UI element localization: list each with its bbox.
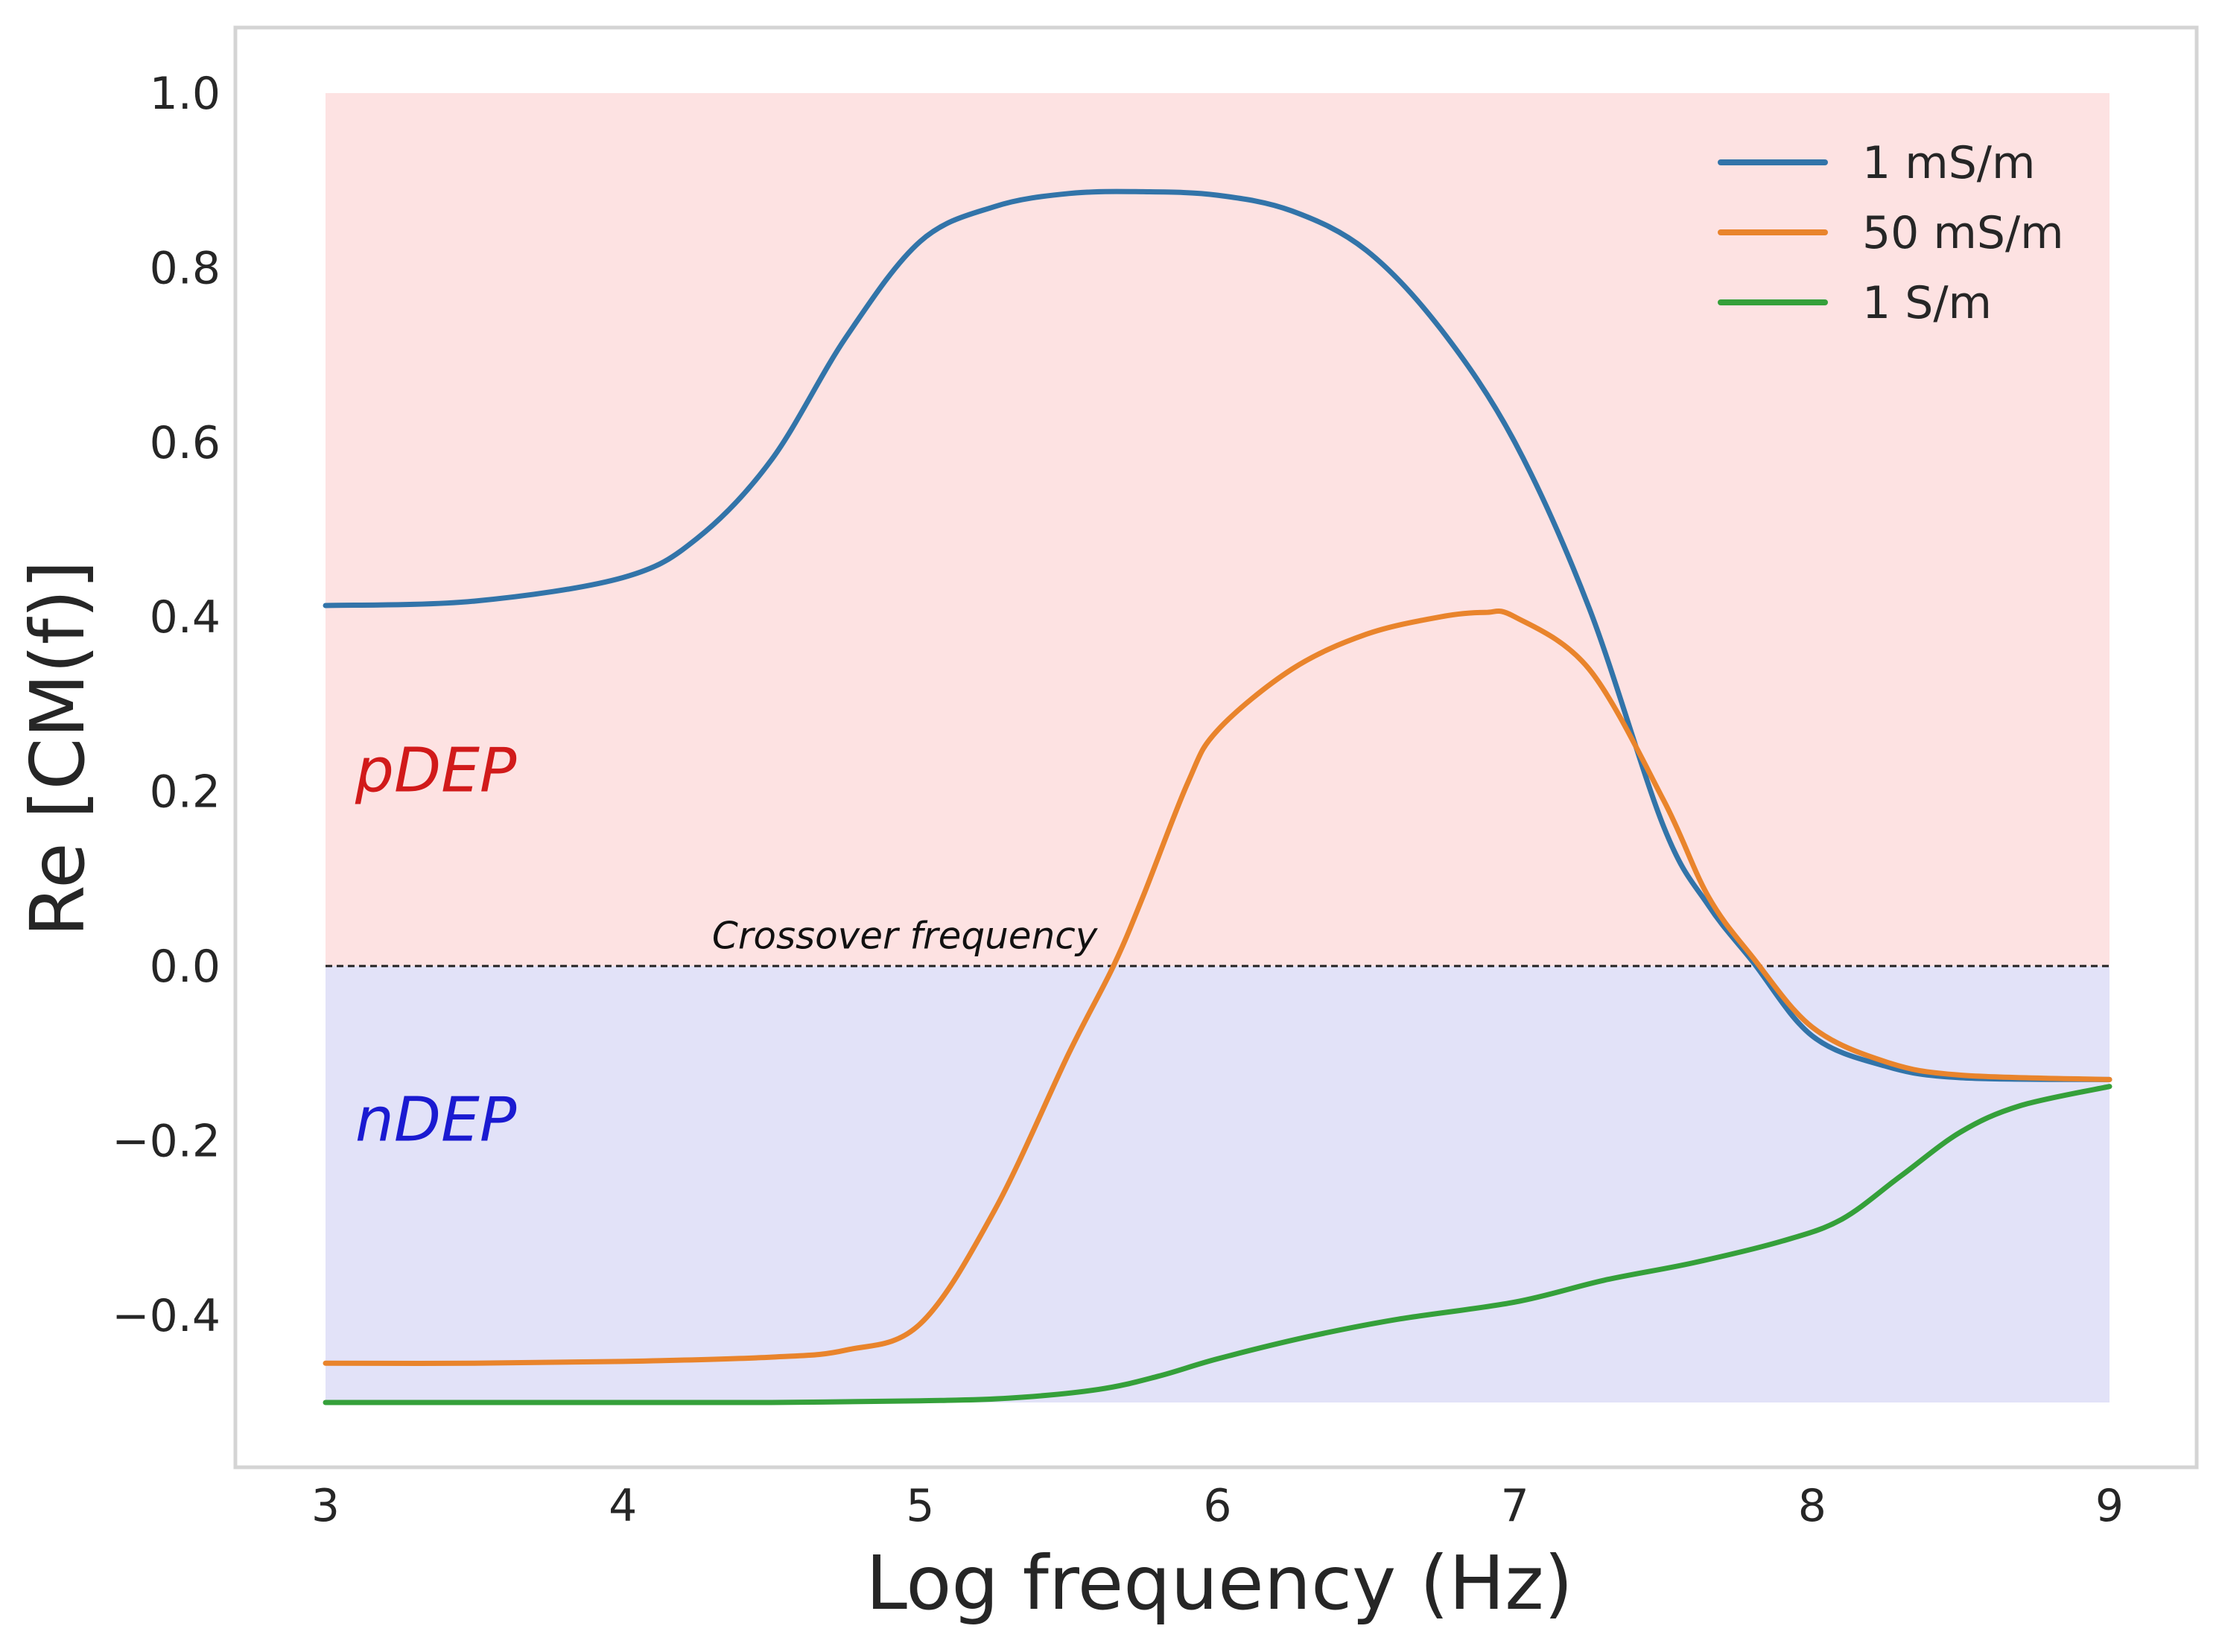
x-tick-label: 6: [1203, 1480, 1231, 1532]
y-tick-label: 0.2: [150, 766, 220, 819]
series-line-3: [323, 1084, 2112, 1405]
legend-label-1: 1 mS/m: [1862, 137, 2035, 189]
annotation-layer: Crossover frequency: [712, 915, 1099, 958]
region-labels-layer: pDEP nDEP: [355, 736, 517, 1156]
series-line-2: [323, 608, 2112, 1366]
legend-label-2: 50 mS/m: [1862, 207, 2064, 259]
x-tick-labels: 3 4 5 6 7 8 9: [311, 1480, 2124, 1532]
y-tick-label: 0.8: [150, 242, 220, 294]
legend-label-3: 1 S/m: [1862, 277, 1992, 329]
series-layer: [323, 188, 2112, 1405]
legend: 1 mS/m 50 mS/m 1 S/m: [1718, 137, 2064, 329]
y-tick-label: −0.4: [112, 1290, 220, 1342]
y-tick-labels: 1.0 0.8 0.6 0.4 0.2 0.0 −0.2 −0.4: [112, 68, 220, 1342]
regions-layer: [326, 93, 2110, 1402]
x-tick-label: 9: [2095, 1480, 2124, 1532]
y-tick-label: 0.0: [150, 941, 220, 993]
x-tick-label: 7: [1501, 1480, 1529, 1532]
region-ndep: [326, 966, 2110, 1402]
y-tick-label: 1.0: [150, 68, 220, 120]
x-tick-label: 8: [1798, 1480, 1826, 1532]
x-tick-label: 3: [311, 1480, 340, 1532]
y-tick-label: −0.2: [112, 1115, 220, 1167]
region-pdep: [326, 93, 2110, 966]
y-axis-label: Re [CM(f)]: [14, 560, 101, 937]
series-line-1: [323, 188, 2112, 1082]
y-tick-label: 0.4: [150, 591, 220, 644]
region-label-pdep: pDEP: [355, 736, 517, 807]
region-label-ndep: nDEP: [355, 1084, 517, 1155]
annotation-1: Crossover frequency: [712, 915, 1099, 958]
x-tick-label: 4: [609, 1480, 637, 1532]
y-tick-label: 0.6: [150, 417, 220, 469]
x-axis-label: Log frequency (Hz): [866, 1540, 1572, 1627]
x-tick-label: 5: [906, 1480, 934, 1532]
